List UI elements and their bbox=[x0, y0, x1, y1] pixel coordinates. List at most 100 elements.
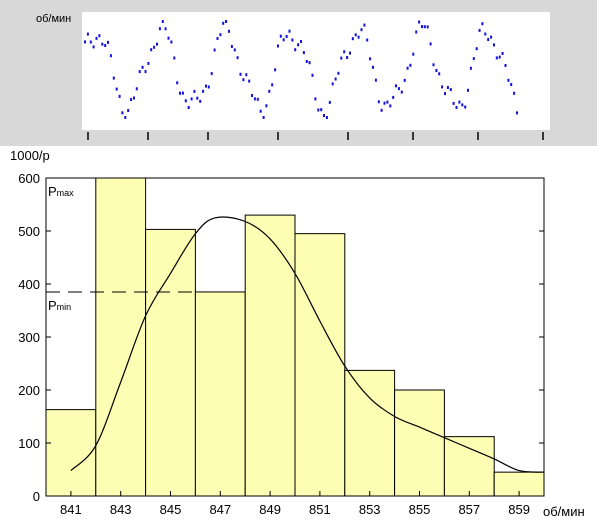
sample-point bbox=[228, 29, 230, 33]
sample-point bbox=[274, 68, 277, 72]
sample-point bbox=[205, 84, 207, 88]
annotation-label: Pmin bbox=[48, 298, 71, 313]
y-axis-label: 1000/р bbox=[10, 148, 50, 163]
sample-point bbox=[395, 84, 397, 88]
sample-point bbox=[403, 78, 406, 82]
sample-point bbox=[179, 91, 181, 95]
sample-point bbox=[112, 76, 115, 80]
sample-point bbox=[216, 37, 219, 40]
sample-point bbox=[441, 85, 444, 89]
sample-point bbox=[510, 83, 513, 86]
sample-point bbox=[282, 38, 285, 42]
sample-point bbox=[291, 38, 294, 42]
sample-point bbox=[467, 88, 469, 92]
sample-point bbox=[513, 91, 516, 95]
x-tick-label: 845 bbox=[160, 502, 182, 517]
sample-point bbox=[202, 89, 205, 93]
sample-point bbox=[343, 50, 346, 54]
sample-point bbox=[181, 91, 184, 95]
sample-point bbox=[121, 111, 124, 115]
sample-point bbox=[213, 48, 216, 52]
x-axis: 841 843 845 847 849 851 853 855 857 859 bbox=[60, 491, 530, 517]
sample-point bbox=[475, 47, 478, 51]
sample-point bbox=[207, 85, 210, 89]
sample-point bbox=[141, 65, 144, 69]
bar bbox=[394, 389, 445, 497]
sample-point bbox=[392, 95, 395, 99]
y-tick-label: 600 bbox=[18, 171, 40, 186]
sample-point bbox=[372, 65, 374, 69]
sample-point bbox=[230, 45, 233, 48]
sample-point bbox=[386, 100, 389, 104]
sample-point bbox=[147, 61, 150, 65]
sample-point bbox=[127, 109, 130, 112]
sample-point bbox=[308, 61, 311, 65]
sample-point bbox=[199, 99, 202, 103]
sample-point bbox=[493, 43, 495, 47]
sample-point bbox=[314, 97, 317, 101]
bar bbox=[45, 409, 97, 497]
sample-point bbox=[124, 116, 127, 119]
sample-point bbox=[412, 52, 415, 56]
sample-point bbox=[380, 108, 383, 112]
sample-point bbox=[320, 108, 323, 112]
y-tick-label: 0 bbox=[33, 489, 40, 504]
sample-point bbox=[184, 99, 187, 103]
sample-point bbox=[176, 81, 179, 85]
sample-point bbox=[516, 111, 518, 115]
sample-point bbox=[271, 83, 274, 87]
x-tick-label: 847 bbox=[209, 502, 231, 517]
sample-point bbox=[487, 38, 490, 41]
sample-point bbox=[285, 35, 288, 38]
sample-point bbox=[325, 116, 328, 119]
y-tick-label: 200 bbox=[18, 383, 40, 398]
top-chart-xticks bbox=[87, 132, 544, 140]
sample-point bbox=[193, 89, 196, 93]
sample-point bbox=[432, 63, 435, 67]
sample-point bbox=[415, 30, 418, 34]
sample-point bbox=[374, 78, 377, 82]
top-chart-series bbox=[84, 20, 518, 119]
sample-point bbox=[187, 106, 190, 109]
sample-point bbox=[156, 42, 158, 46]
sample-point bbox=[484, 32, 487, 36]
sample-point bbox=[507, 78, 510, 82]
main-chart: 1000/р об/мин 0 100 200 300 400 500 600 841 843… bbox=[10, 148, 585, 519]
sample-point bbox=[406, 66, 409, 70]
sample-point bbox=[423, 25, 426, 29]
sample-point bbox=[498, 55, 501, 59]
sample-point bbox=[317, 108, 320, 112]
sample-point bbox=[190, 97, 193, 101]
sample-point bbox=[118, 94, 121, 98]
sample-point bbox=[104, 44, 107, 47]
bar bbox=[145, 228, 196, 497]
sample-point bbox=[360, 28, 363, 32]
sample-point bbox=[300, 40, 302, 43]
sample-point bbox=[167, 36, 170, 40]
sample-point bbox=[331, 82, 334, 86]
sample-point bbox=[236, 56, 239, 60]
x-tick-label: 853 bbox=[359, 502, 381, 517]
sample-point bbox=[377, 100, 380, 104]
sample-point bbox=[294, 48, 297, 52]
sample-point bbox=[130, 98, 133, 101]
bar bbox=[244, 214, 296, 497]
sample-point bbox=[302, 51, 305, 55]
sample-point bbox=[219, 33, 222, 37]
sample-point bbox=[504, 64, 507, 67]
sample-point bbox=[472, 57, 475, 61]
sample-point bbox=[461, 103, 464, 107]
sample-point bbox=[256, 97, 259, 101]
sample-point bbox=[158, 27, 161, 31]
x-tick-label: 857 bbox=[458, 502, 480, 517]
sample-point bbox=[95, 36, 98, 40]
sample-point bbox=[409, 63, 412, 67]
sample-point bbox=[369, 57, 372, 61]
sample-point bbox=[251, 94, 253, 97]
curve-line bbox=[70, 216, 545, 473]
sample-point bbox=[328, 100, 331, 104]
annotation-subscript: min bbox=[57, 302, 72, 312]
annotation-subscript: max bbox=[57, 188, 75, 198]
sample-point bbox=[397, 87, 400, 91]
sample-point bbox=[92, 45, 95, 49]
